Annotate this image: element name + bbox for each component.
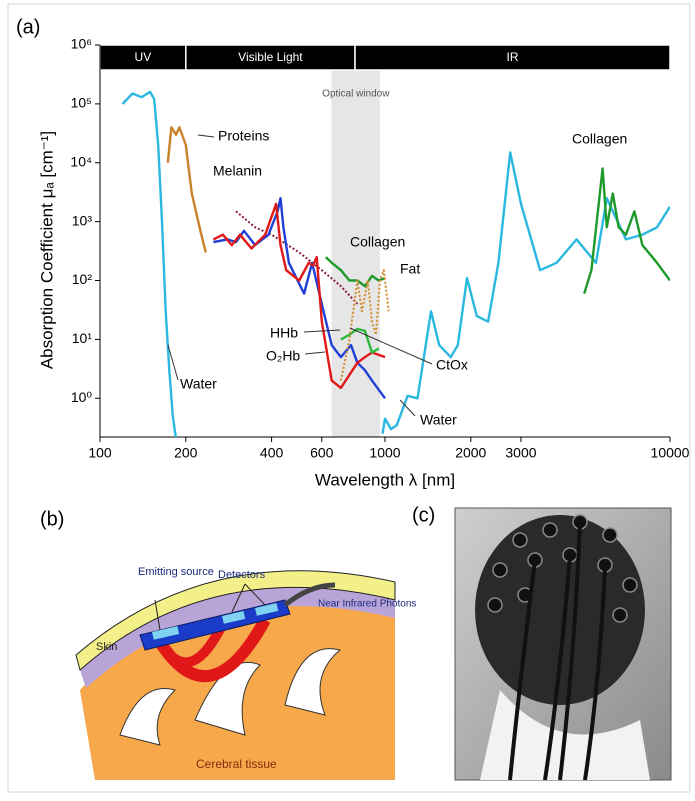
panel-label: (c) bbox=[412, 504, 435, 526]
leader-line bbox=[349, 327, 433, 365]
band-label: UV bbox=[135, 50, 152, 64]
optical-window bbox=[331, 45, 380, 437]
annotation: HHb bbox=[270, 325, 298, 341]
x-tick-label: 200 bbox=[174, 445, 198, 461]
annotation: Water bbox=[180, 376, 217, 392]
skin-layer bbox=[75, 570, 396, 671]
window-label: Optical window bbox=[322, 89, 390, 100]
series-line bbox=[166, 126, 207, 253]
annotation: Fat bbox=[400, 261, 420, 277]
probe-pad bbox=[139, 599, 291, 651]
band bbox=[185, 44, 356, 71]
band bbox=[354, 44, 671, 71]
series-line bbox=[121, 90, 670, 437]
diagram-label: Emitting source bbox=[138, 566, 214, 578]
x-tick-label: 400 bbox=[260, 445, 284, 461]
series-line bbox=[339, 269, 390, 381]
diagram-label: Cerebral tissue bbox=[196, 757, 277, 771]
leader bbox=[154, 599, 161, 631]
x-tick-label: 3000 bbox=[505, 445, 536, 461]
nirs-diagram: (b) Emitting source Detectors Near Infra… bbox=[40, 508, 416, 780]
figure-frame bbox=[7, 3, 691, 793]
y-axis-label: Absorption Coefficient μₐ [cm⁻¹] bbox=[37, 131, 56, 369]
x-tick-label: 100 bbox=[88, 445, 112, 461]
annotation: Collagen bbox=[572, 131, 627, 147]
gyrus bbox=[194, 661, 261, 736]
x-tick-label: 600 bbox=[310, 445, 334, 461]
gyrus bbox=[284, 648, 342, 716]
annotation: CtOx bbox=[436, 357, 468, 373]
y-tick-label: 10⁵ bbox=[71, 95, 92, 111]
diagram-label: Near Infrared Photons bbox=[318, 599, 416, 610]
leader bbox=[231, 583, 246, 613]
series-line bbox=[235, 210, 359, 305]
y-tick-label: 10⁶ bbox=[71, 36, 92, 52]
y-tick-label: 10² bbox=[72, 271, 93, 287]
band-label: Visible Light bbox=[238, 50, 303, 64]
diagram-label: Detectors bbox=[218, 569, 266, 581]
annotation: O₂Hb bbox=[266, 348, 300, 364]
x-axis-label: Wavelength λ [nm] bbox=[315, 470, 455, 489]
leader-line bbox=[399, 399, 416, 417]
cable bbox=[283, 582, 336, 607]
panel-label: (a) bbox=[16, 16, 40, 38]
x-tick-label: 10000 bbox=[651, 445, 690, 461]
leader-line bbox=[303, 329, 341, 333]
detector bbox=[222, 611, 246, 624]
annotation: Proteins bbox=[218, 128, 269, 144]
chart: Optical window UV Visible Light IR 10⁰ 10¹ 10²… bbox=[37, 36, 689, 490]
gyrus bbox=[119, 688, 176, 746]
leader-line bbox=[197, 134, 215, 138]
x-tick-label: 1000 bbox=[369, 445, 400, 461]
diagram-label: Skin bbox=[96, 641, 117, 653]
series-line bbox=[340, 327, 380, 354]
y-tick-label: 10¹ bbox=[72, 330, 93, 346]
leader bbox=[244, 583, 266, 606]
leader-line bbox=[167, 344, 179, 381]
x-tick-label: 2000 bbox=[455, 445, 486, 461]
panel-label: (b) bbox=[40, 508, 64, 530]
annotation: Water bbox=[420, 412, 457, 428]
y-tick-label: 10³ bbox=[72, 212, 93, 228]
photo: (c) bbox=[412, 504, 672, 781]
annotation: Collagen bbox=[350, 234, 405, 250]
band bbox=[99, 44, 187, 71]
plot-area bbox=[121, 90, 670, 437]
y-tick-label: 10⁰ bbox=[71, 389, 93, 405]
detector bbox=[255, 603, 279, 616]
leader-line bbox=[304, 351, 326, 355]
y-tick-label: 10⁴ bbox=[70, 153, 92, 169]
annotation: Melanin bbox=[213, 163, 262, 179]
band-label: IR bbox=[507, 50, 519, 64]
photon-path bbox=[155, 622, 227, 668]
source bbox=[152, 626, 180, 640]
series-line bbox=[212, 202, 386, 390]
